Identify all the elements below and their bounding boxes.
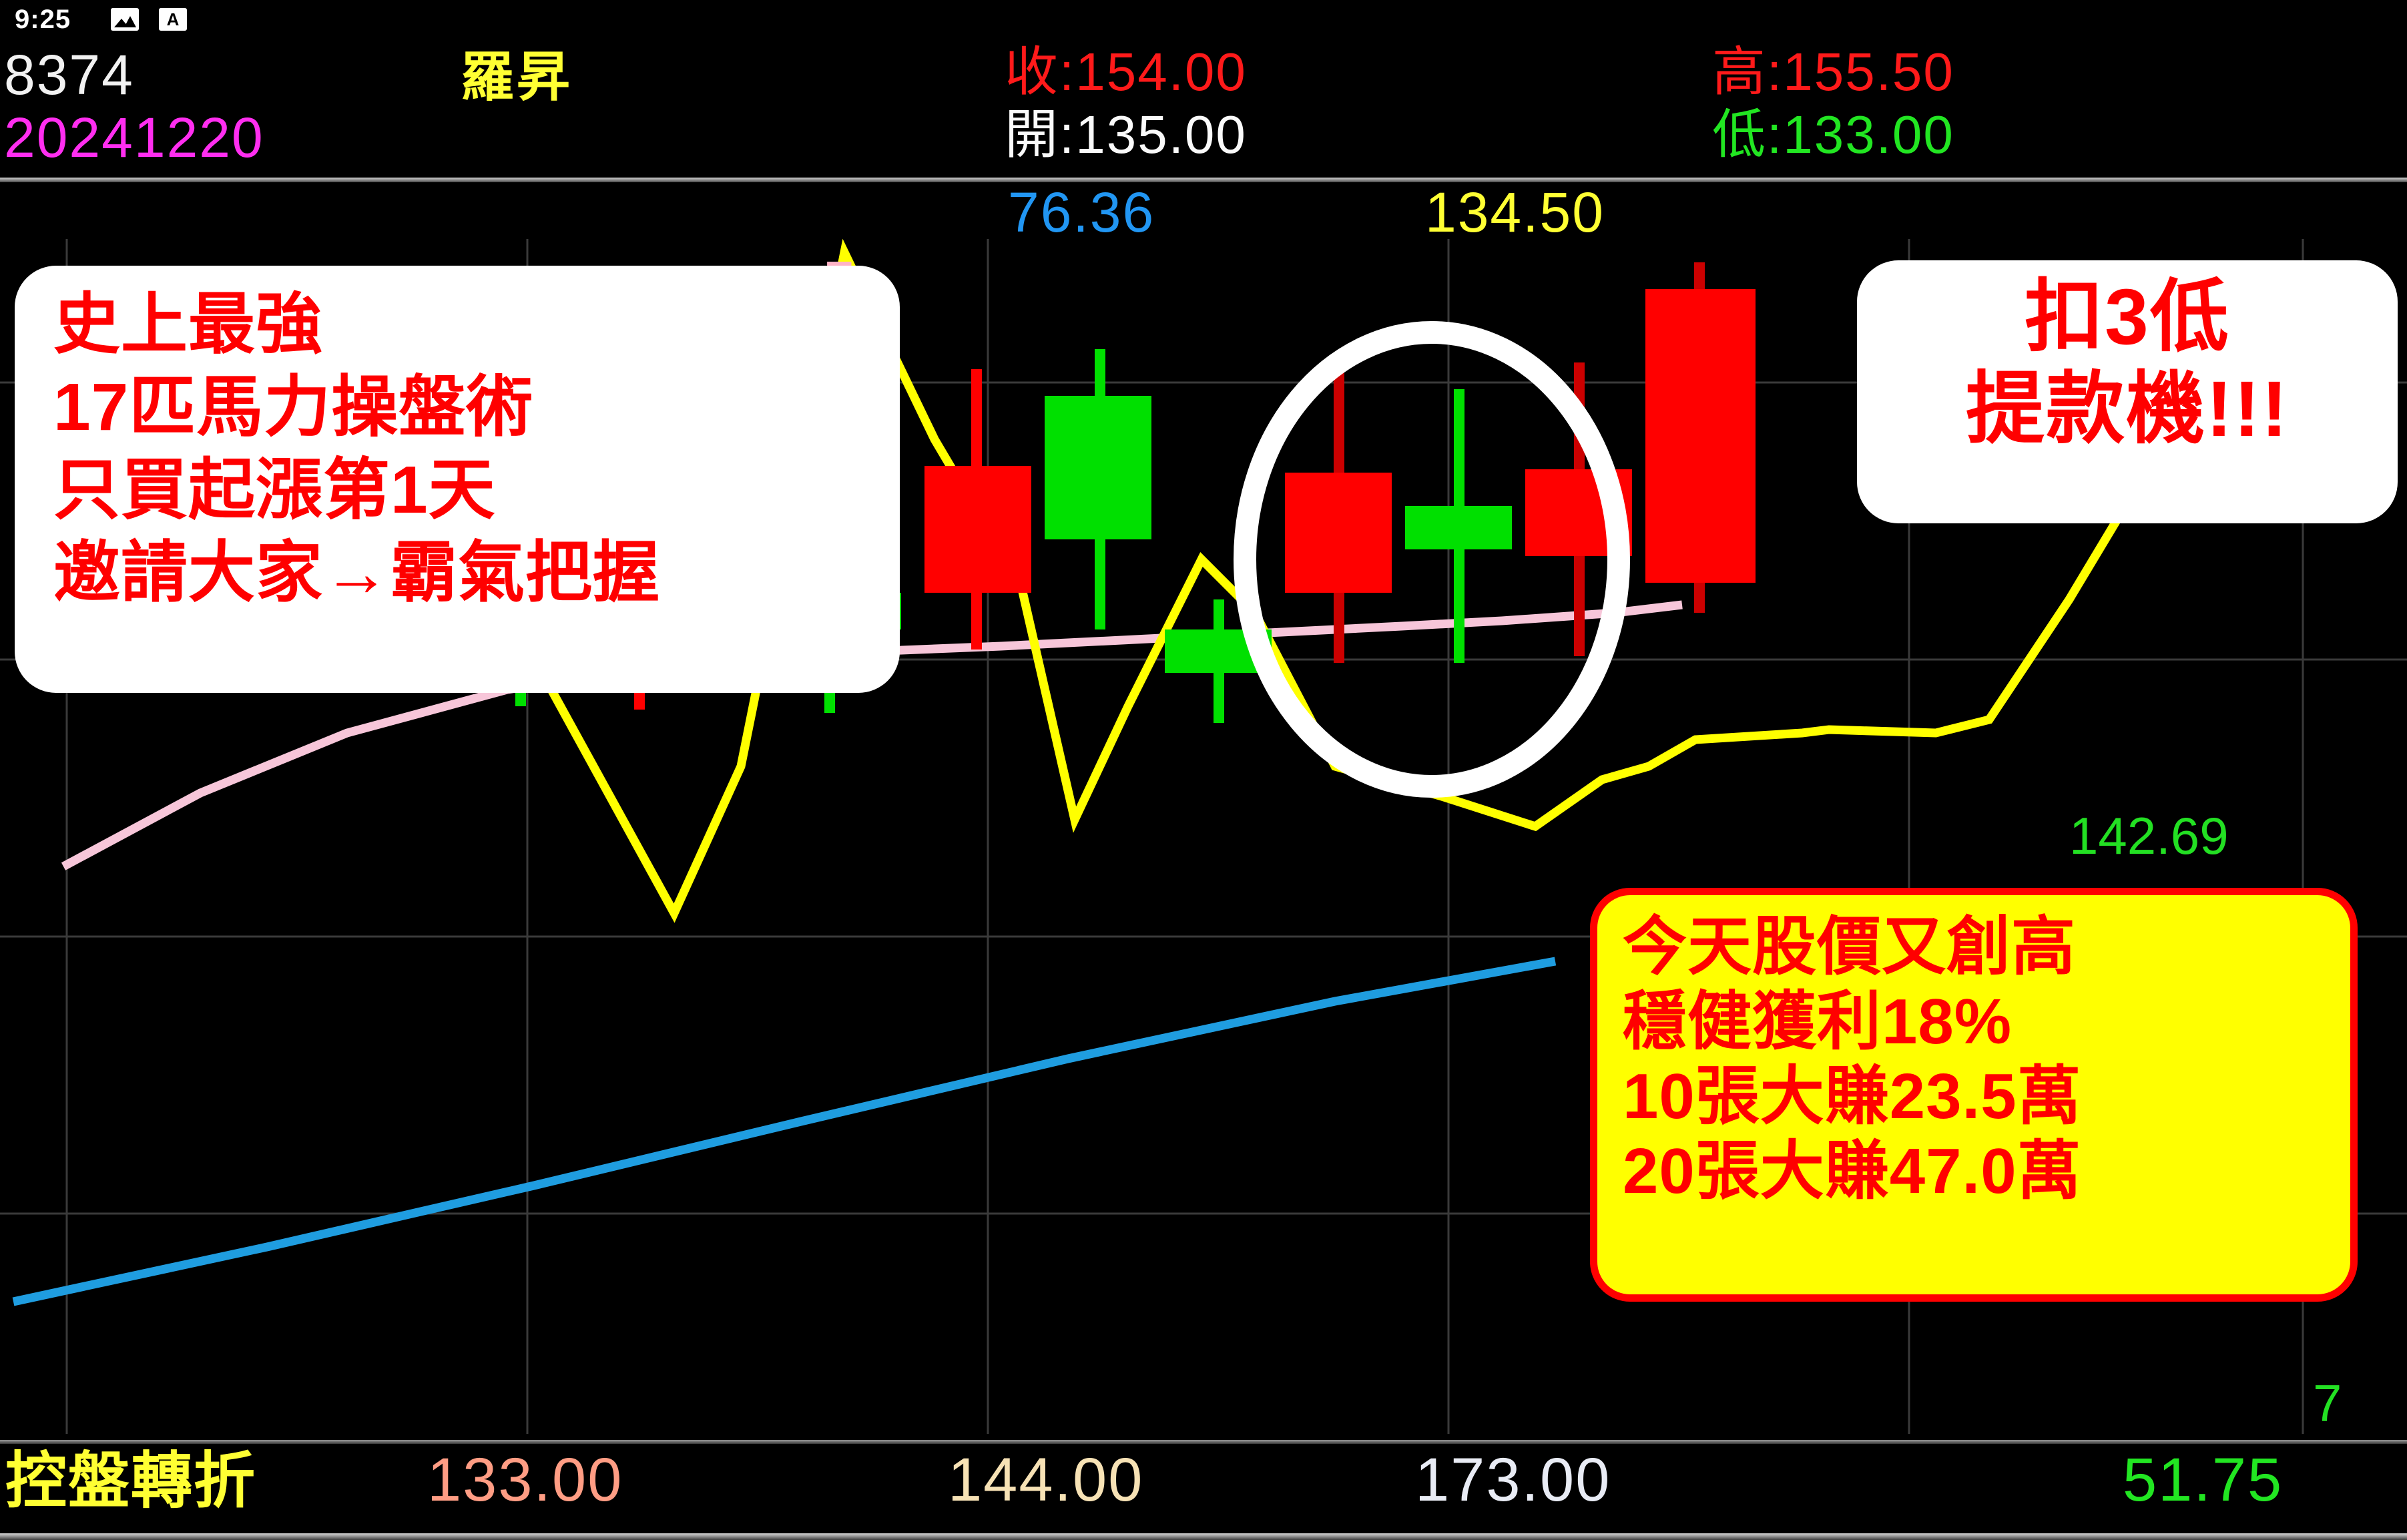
stock-name: 羅昇 [461,47,573,107]
price-axis-label-low: 7 [2313,1374,2342,1433]
bottom-divider-bottom [0,1533,2407,1540]
subtitle-a-icon: A [159,8,188,31]
highlight-ellipse [1234,321,1630,798]
image-icon [111,8,140,31]
candle-down [924,369,1031,650]
pink-moving-average-line [61,600,1683,870]
bottom-value-3: 173.00 [1415,1446,1611,1514]
callout-bottom-right-line-1: 今天股價又創高 [1623,911,2076,983]
quote-header: 8374 羅昇 20241220 收:154.00 高:155.50 開:135… [0,39,2407,244]
yellow-indicator-line [121,239,2192,923]
status-clock: 9:25 [15,4,71,34]
cyan-long-average-line [12,957,1557,1306]
stock-code[interactable]: 8374 [4,43,134,106]
callout-left-line-4: 邀請大家→霸氣把握 [53,535,660,610]
candle-up [1405,389,1512,663]
bottom-value-2: 144.00 [948,1446,1144,1514]
callout-left-line-2: 17匹馬力操盤術 [53,370,534,445]
callout-left: 史上最強 17匹馬力操盤術 只買起漲第1天 邀請大家→霸氣把握 [15,266,900,693]
status-bar: 9:25 A [0,0,2407,39]
callout-bottom-right: 今天股價又創高 穩健獲利18% 10張大賺23.5萬 20張大賺47.0萬 [1590,888,2358,1302]
callout-bottom-right-line-3: 10張大賺23.5萬 [1623,1061,2082,1132]
callout-top-right-line-2: 提款機!!! [1966,365,2289,453]
callout-bottom-right-line-2: 穩健獲利18% [1623,986,2013,1057]
ma-value: 134.50 [1425,181,1605,244]
callout-top-right: 扣3低 提款機!!! [1857,260,2398,523]
candle-up [1045,349,1151,629]
bottom-bar-label: 控盤轉折 [5,1447,257,1515]
close-price: 收:154.00 [1005,42,1247,101]
volume-value: 76.36 [1008,181,1155,244]
status-icon-group: A [111,8,188,31]
candle-down [1645,262,1756,613]
price-axis-label-top: 142.69 [2069,806,2229,865]
callout-left-line-3: 只買起漲第1天 [53,453,496,527]
callout-bottom-right-line-4: 20張大賺47.0萬 [1623,1135,2082,1207]
low-price: 低:133.00 [1712,105,1954,164]
bottom-status-bar: 控盤轉折 133.00 144.00 173.00 51.75 [0,1440,2407,1540]
candle-down [1285,369,1392,663]
callout-top-right-line-1: 扣3低 [2025,273,2230,361]
bottom-value-1: 133.00 [427,1446,623,1514]
bottom-divider-top [0,1440,2407,1444]
open-price: 開:135.00 [1005,105,1247,164]
callout-left-line-1: 史上最強 [53,287,323,362]
header-divider [0,178,2407,182]
high-price: 高:155.50 [1712,42,1954,101]
bottom-value-4: 51.75 [2123,1446,2284,1514]
quote-date: 20241220 [4,106,264,169]
